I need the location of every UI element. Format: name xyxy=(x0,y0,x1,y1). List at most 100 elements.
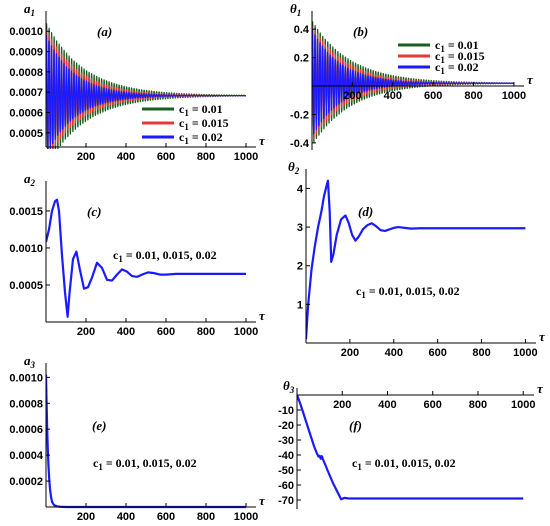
x-tick-label-b: 400 xyxy=(384,90,402,102)
x-tick-label-f: 800 xyxy=(469,399,487,411)
x-tick-label-c: 800 xyxy=(197,326,215,338)
x-tick-label-d: 1000 xyxy=(513,347,537,359)
x-tick-label-c: 200 xyxy=(77,326,95,338)
y-tick-label-a: 0.0010 xyxy=(9,26,43,38)
x-tick-label-b: 600 xyxy=(424,90,442,102)
y-tick-label-f: -20 xyxy=(278,420,294,432)
y-tick-label-b: 0.4 xyxy=(294,24,310,36)
y-tick-label-e: 0.0002 xyxy=(9,476,43,488)
y-tick-label-c: 0.0005 xyxy=(9,280,43,292)
y-tick-label-f: -70 xyxy=(278,495,294,507)
x-axis-label-f: τ xyxy=(537,381,544,396)
y-tick-label-a: 0.0007 xyxy=(9,87,43,99)
y-axis-label-e: a3 xyxy=(24,353,36,370)
annotation-c: c1 = 0.01, 0.015, 0.02 xyxy=(113,248,217,264)
panel-tag-f: (f) xyxy=(349,418,362,433)
y-tick-label-b: -0.4 xyxy=(290,138,310,150)
x-tick-label-f: 1000 xyxy=(511,399,535,411)
x-tick-label-a: 200 xyxy=(77,151,95,163)
annotation-d: c1 = 0.01, 0.015, 0.02 xyxy=(356,284,460,300)
panel-tag-b: (b) xyxy=(353,24,368,39)
panel-tag-a: (a) xyxy=(97,24,112,39)
annotation-e: c1 = 0.01, 0.015, 0.02 xyxy=(93,456,197,472)
y-tick-label-f: -10 xyxy=(278,405,294,417)
panel-a: 0.0005 0.0006 0.0007 0.0008 0.0009 0.0010 200 4… xyxy=(9,1,266,163)
x-tick-label-e: 200 xyxy=(77,511,95,523)
series-line-e-1 xyxy=(46,374,246,509)
legend-label-a: c1 = 0.02 xyxy=(179,130,223,146)
x-tick-label-f: 200 xyxy=(333,399,351,411)
x-tick-label-b: 1000 xyxy=(502,90,526,102)
panel-d: 1 2 3 4 200 400 600 800 1000 θ2 τ (d) c1 = 0.01, 0.0… xyxy=(288,159,546,359)
panel-tag-e: (e) xyxy=(92,418,106,433)
y-tick-label-f: -40 xyxy=(278,450,294,462)
series-line-b-3 xyxy=(312,29,515,135)
legend-label-a: c1 = 0.015 xyxy=(179,116,229,132)
panel-e: 0.0002 0.0004 0.0006 0.0008 0.0010 200 400 600 8… xyxy=(9,353,266,523)
y-tick-label-e: 0.0008 xyxy=(9,398,43,410)
series-line-c-1 xyxy=(46,198,246,318)
x-axis-label-d: τ xyxy=(539,329,546,344)
panel-tag-d: (d) xyxy=(358,204,373,219)
x-tick-label-d: 200 xyxy=(341,347,359,359)
x-tick-label-a: 1000 xyxy=(234,151,258,163)
series-line-f-1 xyxy=(297,394,524,501)
x-tick-label-f: 600 xyxy=(424,399,442,411)
y-tick-label-f: -30 xyxy=(278,435,294,447)
legend-label-b: c1 = 0.01 xyxy=(435,38,479,54)
x-tick-label-a: 800 xyxy=(197,151,215,163)
x-tick-label-a: 400 xyxy=(117,151,135,163)
y-axis-label-d: θ2 xyxy=(288,159,300,176)
y-axis-label-f: θ3 xyxy=(283,378,295,395)
y-tick-label-a: 0.0009 xyxy=(9,47,43,59)
x-axis-label-b: τ xyxy=(527,72,534,87)
panel-b: -0.4 -0.2 0.2 0.4 200 400 600 800 1000 θ1 τ (b) c1 =… xyxy=(290,1,534,150)
x-tick-label-b: 800 xyxy=(464,90,482,102)
y-tick-label-d: 2 xyxy=(297,261,303,273)
annotation-f: c1 = 0.01, 0.015, 0.02 xyxy=(352,456,456,472)
y-tick-label-d: 4 xyxy=(297,183,304,195)
x-tick-label-e: 400 xyxy=(117,511,135,523)
y-tick-label-f: -50 xyxy=(278,465,294,477)
y-tick-label-a: 0.0005 xyxy=(9,128,43,140)
x-tick-label-a: 600 xyxy=(157,151,175,163)
x-tick-label-d: 800 xyxy=(472,347,490,359)
panel-c: 0.0005 0.0010 0.0015 200 400 600 800 1000 a2 τ (c)… xyxy=(9,171,266,338)
y-tick-label-b: 0.2 xyxy=(294,53,309,65)
legend-label-b: c1 = 0.02 xyxy=(435,60,479,76)
y-tick-label-d: 3 xyxy=(297,222,303,234)
x-tick-label-e: 1000 xyxy=(234,511,258,523)
x-axis-label-c: τ xyxy=(259,308,266,323)
x-tick-label-f: 400 xyxy=(378,399,396,411)
y-tick-label-e: 0.0004 xyxy=(9,450,44,462)
y-tick-label-a: 0.0006 xyxy=(9,107,43,119)
x-tick-label-c: 1000 xyxy=(234,326,258,338)
y-tick-label-c: 0.0010 xyxy=(9,243,43,255)
panel-f: -10 -20 -30 -40 -50 -60 -70 200 400 600 800 1000 θ3 τ… xyxy=(278,378,544,509)
x-tick-label-e: 600 xyxy=(157,511,175,523)
series-line-d-1 xyxy=(306,179,526,340)
y-tick-label-b: -0.2 xyxy=(290,109,309,121)
x-axis-label-a: τ xyxy=(259,133,266,148)
y-tick-label-c: 0.0015 xyxy=(9,206,43,218)
panel-tag-c: (c) xyxy=(87,204,101,219)
x-tick-label-b: 200 xyxy=(343,90,361,102)
y-axis-label-c: a2 xyxy=(24,171,36,188)
x-axis-label-e: τ xyxy=(259,493,266,508)
series-line-a-3 xyxy=(46,35,247,149)
x-tick-label-e: 800 xyxy=(197,511,215,523)
x-tick-label-d: 400 xyxy=(385,347,403,359)
x-tick-label-c: 600 xyxy=(157,326,175,338)
y-tick-label-f: -60 xyxy=(278,480,294,492)
legend-label-b: c1 = 0.015 xyxy=(435,49,485,65)
y-axis-label-b: θ1 xyxy=(290,1,301,18)
y-tick-label-a: 0.0008 xyxy=(9,67,43,79)
y-tick-label-e: 0.0006 xyxy=(9,424,43,436)
y-axis-label-a: a1 xyxy=(24,1,35,18)
x-tick-label-c: 400 xyxy=(117,326,135,338)
legend-label-a: c1 = 0.01 xyxy=(179,102,223,118)
y-tick-label-d: 1 xyxy=(297,299,303,311)
x-tick-label-d: 600 xyxy=(428,347,446,359)
y-tick-label-e: 0.0010 xyxy=(9,372,43,384)
